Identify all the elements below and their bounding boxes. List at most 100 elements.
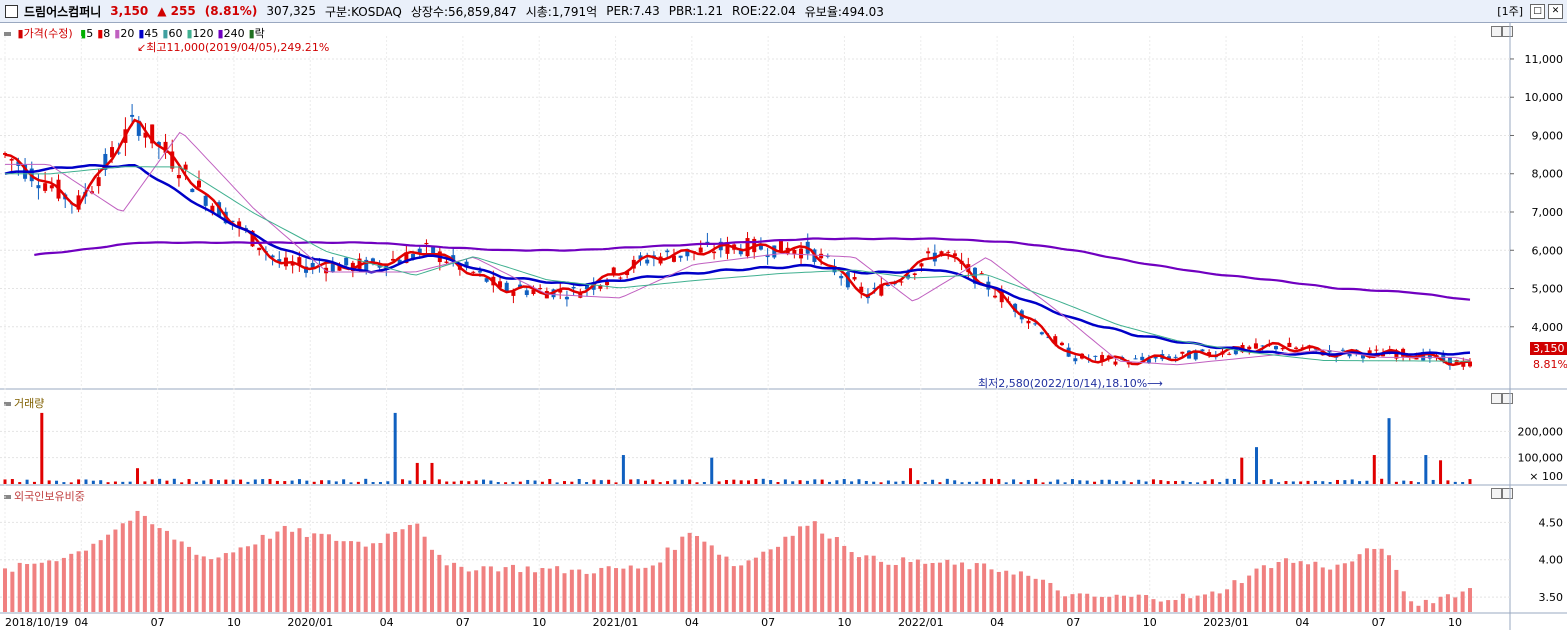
candle-body (203, 195, 208, 206)
volume-bar (724, 480, 728, 484)
volume-bar (1151, 479, 1155, 484)
candle-body (531, 289, 536, 295)
foreign-bar (1048, 582, 1053, 612)
foreign-bar (142, 515, 147, 612)
volume-bar (430, 462, 434, 484)
volume-bar (997, 479, 1001, 484)
candle-body (899, 281, 904, 283)
candle-body (1006, 301, 1011, 303)
candle-body (564, 296, 569, 300)
foreign-bar (1121, 595, 1126, 612)
volume-handle-icon[interactable] (4, 402, 11, 406)
foreign-bar (1306, 564, 1311, 612)
x-tick-label: 10 (837, 616, 851, 629)
foreign-bar (209, 559, 214, 612)
candle-body (49, 185, 54, 189)
candle-body (1280, 347, 1285, 350)
pane-handle-icon[interactable] (4, 32, 11, 36)
candle-body (765, 254, 770, 258)
volume-bar (150, 479, 154, 484)
volume-bar (158, 478, 162, 484)
ma-legend-60: ▮60 (162, 27, 183, 40)
foreign-bar (1453, 597, 1458, 612)
foreign-handle-icon[interactable] (4, 495, 11, 499)
foreign-bar (1431, 603, 1436, 612)
volume-bar (1056, 479, 1060, 484)
volume-pane-max-icon[interactable] (1502, 393, 1513, 404)
volume-bar (1004, 482, 1008, 484)
candle-body (190, 188, 195, 193)
foreign-bar (363, 546, 368, 612)
foreign-bar (297, 528, 302, 612)
volume-bar (246, 481, 250, 484)
foreign-bar (827, 538, 832, 612)
foreign-bar (172, 539, 177, 612)
volume-bar (172, 478, 176, 484)
candle-body (1106, 355, 1111, 358)
volume-bar (923, 482, 927, 484)
volume-bar (305, 480, 309, 484)
price-pane-max-icon[interactable] (1502, 26, 1513, 37)
candle-body (638, 255, 643, 260)
x-tick-label: 2022/01 (898, 616, 944, 629)
foreign-bar (290, 531, 295, 612)
foreign-pane-max-icon[interactable] (1502, 488, 1513, 499)
foreign-legend: 외국인보유비중 (4, 488, 85, 504)
foreign-bar (518, 572, 523, 612)
candle-body (1468, 361, 1472, 367)
x-tick-label: 10 (532, 616, 546, 629)
volume-bar (518, 481, 522, 484)
candle-body (718, 241, 723, 251)
foreign-bar (614, 568, 619, 612)
candle-body (805, 241, 810, 254)
volume-bar (202, 480, 206, 484)
ma-legend-락: ▮락 (248, 27, 265, 40)
candle-body (1340, 349, 1345, 351)
volume-bar (253, 479, 257, 484)
volume-bar (1218, 482, 1222, 484)
foreign-bar (1166, 600, 1171, 612)
close-icon[interactable]: ✕ (1548, 3, 1563, 19)
candle-body (645, 259, 650, 264)
volume-legend: 거래량 (4, 395, 44, 411)
volume-bar (1085, 480, 1089, 484)
foreign-bar (488, 566, 493, 612)
volume-bar (607, 479, 611, 484)
candle-body (257, 247, 262, 251)
foreign-bar (260, 534, 265, 612)
volume-bar (1122, 480, 1126, 484)
candle-body (892, 282, 897, 285)
restore-button[interactable]: □ (1530, 3, 1545, 19)
price-pane-min-icon[interactable] (1491, 26, 1502, 37)
foreign-bar (628, 565, 633, 612)
volume-pane-min-icon[interactable] (1491, 393, 1502, 404)
period-label[interactable]: [1주] (1497, 5, 1523, 18)
candle-body (698, 247, 703, 253)
ma240-line (34, 237, 1471, 301)
ma120-line (4, 166, 1470, 362)
select-checkbox[interactable] (5, 4, 18, 18)
candle-body (999, 291, 1004, 303)
foreign-pane-min-icon[interactable] (1491, 488, 1502, 499)
per-value: PER:7.43 (606, 4, 660, 18)
candle-body (631, 259, 636, 269)
candle-body (350, 262, 355, 271)
candle-body (544, 291, 549, 299)
foreign-bar (1129, 596, 1134, 612)
volume-bar (452, 481, 456, 484)
candle-body (598, 285, 603, 289)
foreign-bar (194, 554, 199, 612)
candle-body (397, 259, 402, 264)
volume-bar (901, 480, 905, 484)
foreign-bar (245, 546, 250, 612)
foreign-bar (459, 566, 464, 612)
foreign-bar (834, 536, 839, 612)
x-tick-label: 2018/10/19 (5, 616, 68, 629)
volume-bar (312, 481, 316, 484)
volume-bar (1210, 479, 1214, 484)
foreign-bar (717, 554, 722, 612)
candle-body (524, 290, 529, 295)
foreign-bar (231, 552, 236, 612)
candle-body (451, 255, 456, 261)
